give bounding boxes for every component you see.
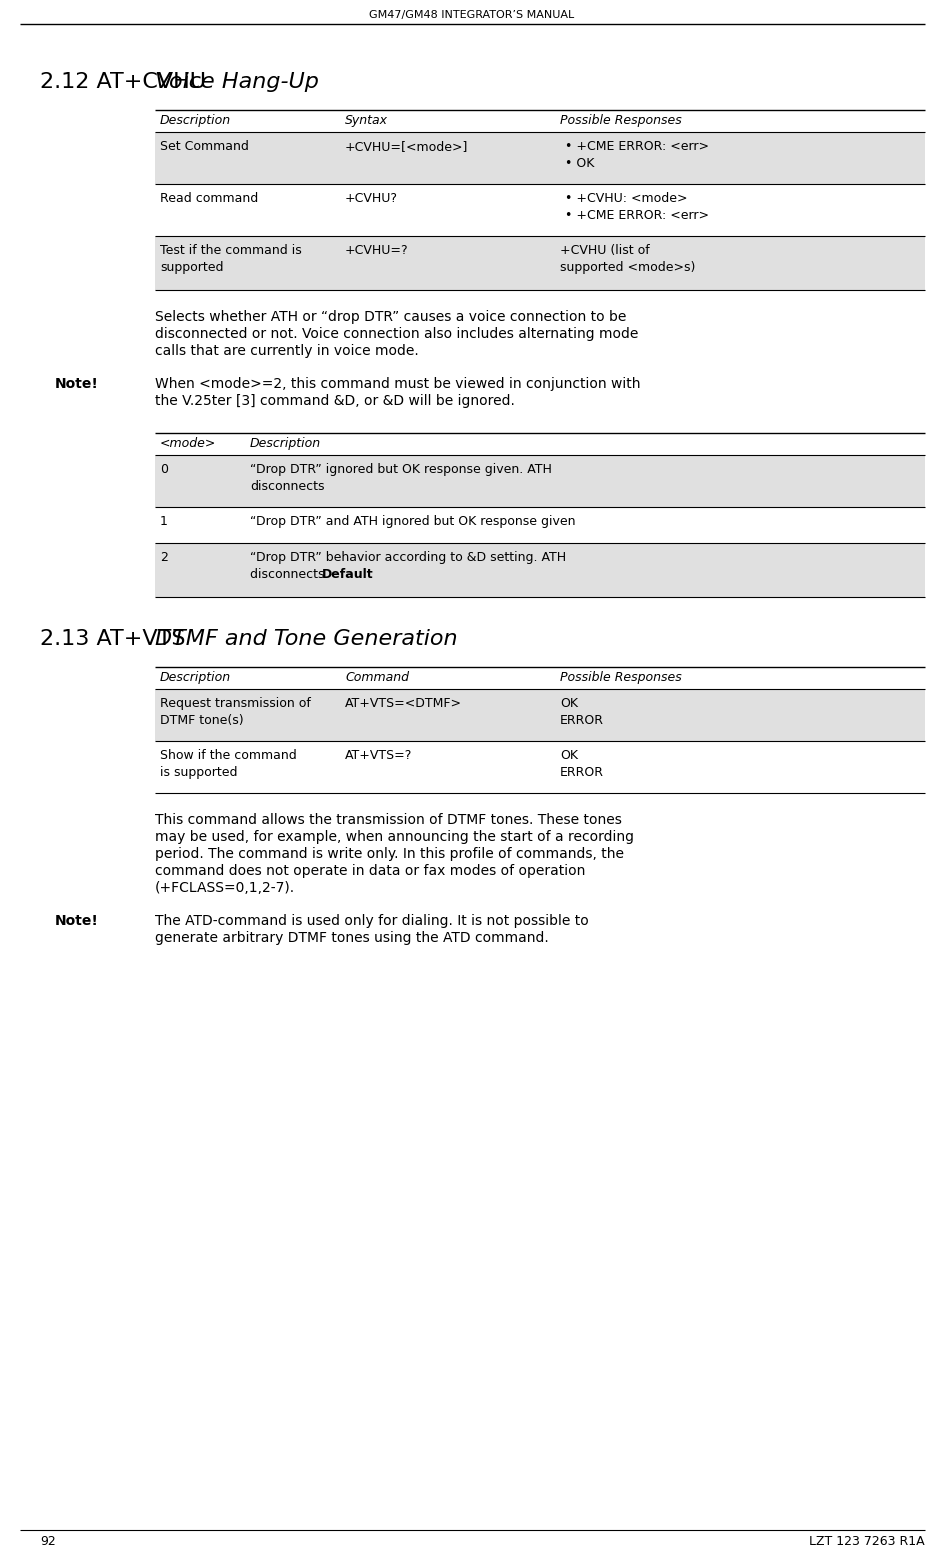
- Bar: [155, 689, 924, 740]
- Text: Syntax: Syntax: [345, 114, 388, 127]
- Text: 2.13 AT+VTS: 2.13 AT+VTS: [40, 629, 185, 648]
- Text: command does not operate in data or fax modes of operation: command does not operate in data or fax …: [155, 864, 584, 878]
- Text: +CVHU=[<mode>]: +CVHU=[<mode>]: [345, 141, 468, 153]
- Text: +CVHU (list of: +CVHU (list of: [560, 244, 649, 258]
- Text: This command allows the transmission of DTMF tones. These tones: This command allows the transmission of …: [155, 812, 621, 826]
- Text: 92: 92: [40, 1535, 56, 1548]
- Text: AT+VTS=<DTMF>: AT+VTS=<DTMF>: [345, 697, 462, 711]
- Text: • OK: • OK: [565, 158, 594, 170]
- Text: supported: supported: [160, 261, 224, 273]
- Text: ERROR: ERROR: [560, 765, 603, 779]
- Text: Read command: Read command: [160, 192, 258, 205]
- Text: Possible Responses: Possible Responses: [560, 672, 681, 684]
- Text: 2.12 AT+CVHU: 2.12 AT+CVHU: [40, 72, 206, 92]
- Text: the V.25ter [3] command &D, or &D will be ignored.: the V.25ter [3] command &D, or &D will b…: [155, 394, 514, 408]
- Text: 0: 0: [160, 462, 168, 476]
- Text: Selects whether ATH or “drop DTR” causes a voice connection to be: Selects whether ATH or “drop DTR” causes…: [155, 309, 626, 323]
- Bar: [155, 236, 924, 291]
- Text: is supported: is supported: [160, 765, 237, 779]
- Text: The ATD-command is used only for dialing. It is not possible to: The ATD-command is used only for dialing…: [155, 914, 588, 928]
- Text: generate arbitrary DTMF tones using the ATD command.: generate arbitrary DTMF tones using the …: [155, 931, 548, 945]
- Text: Note!: Note!: [55, 376, 99, 390]
- Text: Show if the command: Show if the command: [160, 750, 296, 762]
- Text: period. The command is write only. In this profile of commands, the: period. The command is write only. In th…: [155, 847, 623, 861]
- Text: <mode>: <mode>: [160, 437, 216, 450]
- Bar: [155, 133, 924, 184]
- Text: AT+VTS=?: AT+VTS=?: [345, 750, 412, 762]
- Text: OK: OK: [560, 750, 578, 762]
- Text: disconnected or not. Voice connection also includes alternating mode: disconnected or not. Voice connection al…: [155, 326, 638, 341]
- Text: may be used, for example, when announcing the start of a recording: may be used, for example, when announcin…: [155, 829, 633, 843]
- Text: OK: OK: [560, 697, 578, 711]
- Text: ERROR: ERROR: [560, 714, 603, 726]
- Text: Description: Description: [250, 437, 321, 450]
- Text: DTMF and Tone Generation: DTMF and Tone Generation: [155, 629, 457, 648]
- Text: Voice Hang-Up: Voice Hang-Up: [155, 72, 318, 92]
- Text: +CVHU?: +CVHU?: [345, 192, 397, 205]
- Text: Description: Description: [160, 114, 231, 127]
- Text: When <mode>=2, this command must be viewed in conjunction with: When <mode>=2, this command must be view…: [155, 376, 640, 390]
- Text: Command: Command: [345, 672, 409, 684]
- Text: Request transmission of: Request transmission of: [160, 697, 311, 711]
- Text: Default: Default: [322, 569, 374, 581]
- Text: 2: 2: [160, 551, 168, 564]
- Text: disconnects.: disconnects.: [250, 569, 332, 581]
- Text: +CVHU=?: +CVHU=?: [345, 244, 408, 258]
- Text: • +CME ERROR: <err>: • +CME ERROR: <err>: [565, 209, 708, 222]
- Text: “Drop DTR” and ATH ignored but OK response given: “Drop DTR” and ATH ignored but OK respon…: [250, 515, 575, 528]
- Text: DTMF tone(s): DTMF tone(s): [160, 714, 244, 726]
- Text: 1: 1: [160, 515, 168, 528]
- Text: Test if the command is: Test if the command is: [160, 244, 301, 258]
- Text: Description: Description: [160, 672, 231, 684]
- Text: LZT 123 7263 R1A: LZT 123 7263 R1A: [808, 1535, 924, 1548]
- Bar: [155, 544, 924, 597]
- Text: Note!: Note!: [55, 914, 99, 928]
- Text: “Drop DTR” ignored but OK response given. ATH: “Drop DTR” ignored but OK response given…: [250, 462, 551, 476]
- Text: disconnects: disconnects: [250, 480, 324, 494]
- Text: “Drop DTR” behavior according to &D setting. ATH: “Drop DTR” behavior according to &D sett…: [250, 551, 565, 564]
- Text: (+FCLASS=0,1,2-7).: (+FCLASS=0,1,2-7).: [155, 881, 295, 895]
- Text: • +CME ERROR: <err>: • +CME ERROR: <err>: [565, 141, 708, 153]
- Text: • +CVHU: <mode>: • +CVHU: <mode>: [565, 192, 687, 205]
- Text: Possible Responses: Possible Responses: [560, 114, 681, 127]
- Text: GM47/GM48 INTEGRATOR’S MANUAL: GM47/GM48 INTEGRATOR’S MANUAL: [369, 9, 574, 20]
- Text: Set Command: Set Command: [160, 141, 248, 153]
- Text: calls that are currently in voice mode.: calls that are currently in voice mode.: [155, 344, 418, 358]
- Text: supported <mode>s): supported <mode>s): [560, 261, 695, 273]
- Bar: [155, 455, 924, 508]
